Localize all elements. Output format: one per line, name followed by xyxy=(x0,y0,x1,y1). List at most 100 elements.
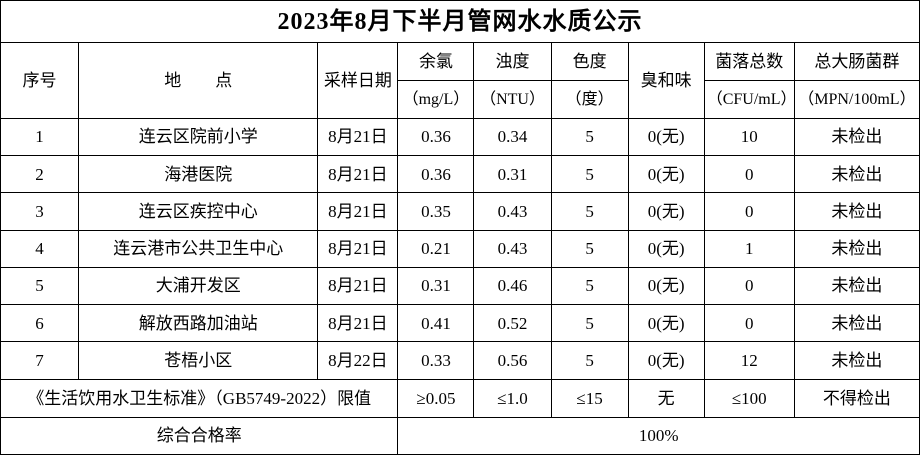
limit-coliform: 不得检出 xyxy=(793,378,920,418)
header-row: 序号 地 点 采样日期 余氯 浊度 色度 臭和味 菌落总数 总大肠菌群 xyxy=(0,42,920,119)
cell-colony: 10 xyxy=(703,117,795,157)
table-row: 1 连云区院前小学 8月21日 0.36 0.34 5 0(无) 10 未检出 xyxy=(0,117,920,157)
cell-index: 5 xyxy=(0,266,80,306)
col-unit-chlorine: （mg/L） xyxy=(397,80,475,119)
cell-chlorine: 0.36 xyxy=(397,155,475,194)
cell-color: 5 xyxy=(550,341,629,380)
cell-color: 5 xyxy=(550,266,629,306)
cell-chlorine: 0.36 xyxy=(397,117,475,157)
cell-color: 5 xyxy=(550,304,629,343)
cell-index: 6 xyxy=(0,304,80,343)
cell-index: 3 xyxy=(0,192,80,231)
cell-date: 8月22日 xyxy=(317,341,399,380)
col-unit-colony: （CFU/mL） xyxy=(703,80,795,119)
cell-turbidity: 0.43 xyxy=(473,229,552,268)
cell-turbidity: 0.43 xyxy=(473,192,552,231)
cell-date: 8月21日 xyxy=(317,266,399,306)
table-row: 5 大浦开发区 8月21日 0.31 0.46 5 0(无) 0 未检出 xyxy=(0,266,920,306)
cell-colony: 1 xyxy=(703,229,795,268)
cell-location: 解放西路加油站 xyxy=(78,304,319,343)
cell-location: 连云区院前小学 xyxy=(78,117,319,157)
cell-turbidity: 0.56 xyxy=(473,341,552,380)
col-header-chlorine: 余氯 xyxy=(397,42,475,81)
col-header-location: 地 点 xyxy=(78,42,319,119)
cell-chlorine: 0.33 xyxy=(397,341,475,380)
cell-index: 7 xyxy=(0,341,80,380)
data-rows: 1 连云区院前小学 8月21日 0.36 0.34 5 0(无) 10 未检出 … xyxy=(0,117,920,380)
cell-chlorine: 0.41 xyxy=(397,304,475,343)
limit-turbidity: ≤1.0 xyxy=(473,378,552,418)
cell-colony: 12 xyxy=(703,341,795,380)
cell-coliform: 未检出 xyxy=(793,192,920,231)
cell-chlorine: 0.35 xyxy=(397,192,475,231)
cell-turbidity: 0.52 xyxy=(473,304,552,343)
col-header-colony: 菌落总数 xyxy=(703,42,795,81)
cell-odor: 0(无) xyxy=(627,117,705,157)
cell-date: 8月21日 xyxy=(317,155,399,194)
cell-odor: 0(无) xyxy=(627,229,705,268)
cell-color: 5 xyxy=(550,117,629,157)
cell-location: 苍梧小区 xyxy=(78,341,319,380)
cell-color: 5 xyxy=(550,229,629,268)
cell-location: 连云港市公共卫生中心 xyxy=(78,229,319,268)
table-row: 2 海港医院 8月21日 0.36 0.31 5 0(无) 0 未检出 xyxy=(0,155,920,194)
cell-odor: 0(无) xyxy=(627,266,705,306)
limit-colony: ≤100 xyxy=(703,378,795,418)
cell-location: 连云区疾控中心 xyxy=(78,192,319,231)
header-units-row: （mg/L） （NTU） （度） （CFU/mL） （MPN/100mL） xyxy=(1,80,920,119)
cell-coliform: 未检出 xyxy=(793,266,920,306)
col-header-coliform: 总大肠菌群 xyxy=(793,42,920,81)
cell-date: 8月21日 xyxy=(317,229,399,268)
cell-odor: 0(无) xyxy=(627,192,705,231)
table-row: 4 连云港市公共卫生中心 8月21日 0.21 0.43 5 0(无) 1 未检… xyxy=(0,229,920,268)
limit-odor: 无 xyxy=(627,378,705,418)
cell-colony: 0 xyxy=(703,155,795,194)
page-title: 2023年8月下半月管网水水质公示 xyxy=(0,0,920,43)
limit-label: 《生活饮用水卫生标准》（GB5749-2022）限值 xyxy=(0,378,399,418)
cell-colony: 0 xyxy=(703,192,795,231)
cell-turbidity: 0.34 xyxy=(473,117,552,157)
cell-index: 4 xyxy=(0,229,80,268)
col-header-odor: 臭和味 xyxy=(627,42,705,119)
limit-chlorine: ≥0.05 xyxy=(397,378,475,418)
cell-date: 8月21日 xyxy=(317,117,399,157)
cell-colony: 0 xyxy=(703,266,795,306)
cell-odor: 0(无) xyxy=(627,155,705,194)
cell-coliform: 未检出 xyxy=(793,229,920,268)
cell-colony: 0 xyxy=(703,304,795,343)
cell-chlorine: 0.21 xyxy=(397,229,475,268)
cell-coliform: 未检出 xyxy=(793,304,920,343)
cell-odor: 0(无) xyxy=(627,341,705,380)
col-unit-color: （度） xyxy=(550,80,629,119)
cell-location: 大浦开发区 xyxy=(78,266,319,306)
cell-index: 1 xyxy=(0,117,80,157)
cell-color: 5 xyxy=(550,155,629,194)
col-header-color: 色度 xyxy=(550,42,629,81)
footer-rows: 《生活饮用水卫生标准》（GB5749-2022）限值 ≥0.05 ≤1.0 ≤1… xyxy=(0,378,920,456)
col-unit-coliform: （MPN/100mL） xyxy=(793,80,920,119)
cell-turbidity: 0.31 xyxy=(473,155,552,194)
cell-index: 2 xyxy=(0,155,80,194)
table-row: 6 解放西路加油站 8月21日 0.41 0.52 5 0(无) 0 未检出 xyxy=(0,304,920,343)
col-header-index: 序号 xyxy=(0,42,80,119)
summary-value: 100% xyxy=(397,416,920,456)
cell-coliform: 未检出 xyxy=(793,117,920,157)
cell-color: 5 xyxy=(550,192,629,231)
title-row: 2023年8月下半月管网水水质公示 xyxy=(0,0,920,43)
cell-date: 8月21日 xyxy=(317,192,399,231)
col-unit-turbidity: （NTU） xyxy=(473,80,552,119)
limit-row: 《生活饮用水卫生标准》（GB5749-2022）限值 ≥0.05 ≤1.0 ≤1… xyxy=(0,378,920,418)
cell-location: 海港医院 xyxy=(78,155,319,194)
cell-turbidity: 0.46 xyxy=(473,266,552,306)
table-row: 7 苍梧小区 8月22日 0.33 0.56 5 0(无) 12 未检出 xyxy=(0,341,920,380)
cell-coliform: 未检出 xyxy=(793,341,920,380)
summary-label: 综合合格率 xyxy=(0,416,399,456)
col-header-turbidity: 浊度 xyxy=(473,42,552,81)
table-row: 3 连云区疾控中心 8月21日 0.35 0.43 5 0(无) 0 未检出 xyxy=(0,192,920,231)
limit-color: ≤15 xyxy=(550,378,629,418)
cell-chlorine: 0.31 xyxy=(397,266,475,306)
summary-row: 综合合格率 100% xyxy=(0,416,920,456)
col-header-date: 采样日期 xyxy=(317,42,399,119)
cell-coliform: 未检出 xyxy=(793,155,920,194)
